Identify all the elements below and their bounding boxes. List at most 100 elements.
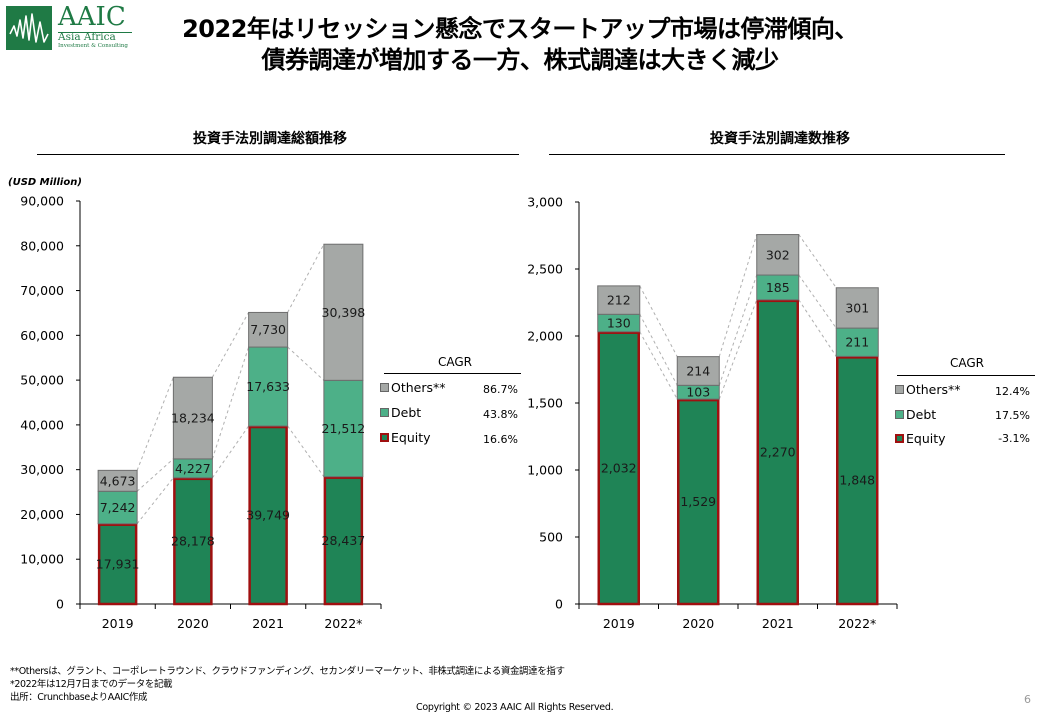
bar-others-2020 <box>172 376 213 460</box>
legend-header: CAGR <box>949 356 984 370</box>
bar-debt-2021 <box>756 274 800 301</box>
bar-equity-2021 <box>756 299 799 606</box>
data-label-debt: 103 <box>686 385 710 400</box>
page-title-line-1: 2022年はリセッション懸念でスタートアップ市場は停滞傾向、 <box>182 15 858 43</box>
connector-line-others <box>639 285 678 357</box>
bar-others-2021 <box>756 234 800 276</box>
bar-equity-2020 <box>677 398 720 606</box>
data-label-others: 18,234 <box>171 411 215 426</box>
legend-cagr-debt: 17.5% <box>995 409 1030 422</box>
y-tick-label: 70,000 <box>20 283 64 298</box>
data-label-others: 4,673 <box>100 473 136 488</box>
y-tick-label: 80,000 <box>20 238 64 253</box>
data-label-others: 302 <box>766 247 790 262</box>
bar-equity-2021 <box>248 425 288 606</box>
x-tick-label: 2022* <box>838 616 876 631</box>
connector-line-debt <box>639 314 678 386</box>
data-label-equity: 2,270 <box>760 444 796 459</box>
logo-mark-icon <box>6 6 52 50</box>
logo-subtitle-small: Investment & Consulting <box>58 43 128 49</box>
bar-others-2020 <box>676 356 720 386</box>
y-tick-label: 40,000 <box>20 417 64 432</box>
footnote-others-definition: **Othersは、グラント、コーポレートラウンド、クラウドファンディング、セカ… <box>10 666 565 677</box>
chart-title-deal-count: 投資手法別調達数推移 <box>710 131 850 147</box>
data-label-equity: 1,848 <box>839 473 875 488</box>
legend-cagr-equity: 16.6% <box>483 433 518 446</box>
data-label-equity: 39,749 <box>246 508 290 523</box>
legend-item-debt: Debt <box>895 407 936 422</box>
bar-debt-2021 <box>248 346 289 427</box>
legend-cagr-others: 12.4% <box>995 385 1030 398</box>
data-label-others: 301 <box>845 300 869 315</box>
legend-rule <box>384 373 521 374</box>
connector-line-equity <box>287 425 325 477</box>
data-label-debt: 130 <box>607 316 631 331</box>
legend-swatch-debt-icon <box>380 408 389 417</box>
x-tick-label: 2019 <box>102 616 134 631</box>
y-tick-label: 1,000 <box>527 463 563 478</box>
bar-others-2019 <box>97 469 138 492</box>
page-title: 2022年はリセッション懸念でスタートアップ市場は停滞傾向、 債券調達が増加する… <box>130 14 910 76</box>
bar-debt-2022 <box>323 379 364 478</box>
connector-line-debt <box>287 346 325 381</box>
bar-equity-2020 <box>173 477 213 606</box>
legend-label: Equity <box>391 430 431 445</box>
data-label-debt: 185 <box>766 280 790 295</box>
connector-line-others <box>211 312 250 378</box>
x-tick-label: 2021 <box>762 616 794 631</box>
legend-item-others: Others** <box>895 382 961 397</box>
legend-swatch-equity-icon <box>380 433 389 442</box>
data-label-others: 214 <box>686 363 710 378</box>
bar-others-2022 <box>323 243 364 381</box>
connector-line-debt <box>211 346 250 460</box>
footnote-data-cutoff: *2022年は12月7日までのデータを記載 <box>10 679 173 690</box>
data-label-equity: 28,437 <box>322 533 366 548</box>
data-label-equity: 28,178 <box>171 533 215 548</box>
footnote-source: 出所：CrunchbaseよりAAIC作成 <box>10 692 148 703</box>
legend-label: Debt <box>391 405 422 420</box>
connector-line-equity <box>136 477 174 525</box>
bar-equity-2019 <box>97 523 138 606</box>
bar-others-2021 <box>248 311 289 348</box>
legend-label: Others** <box>906 382 961 397</box>
y-tick-label: 30,000 <box>20 462 64 477</box>
connector-line-others <box>287 243 325 313</box>
bar-equity-2019 <box>597 331 640 606</box>
legend-swatch-equity-icon <box>895 434 904 443</box>
legend-item-others: Others** <box>380 380 446 395</box>
y-tick-label: 500 <box>539 530 563 545</box>
x-tick-label: 2020 <box>682 616 714 631</box>
y-tick-label: 20,000 <box>20 507 64 522</box>
logo-name: AAIC <box>58 2 126 32</box>
connector-line-equity <box>798 299 837 357</box>
y-tick-label: 1,500 <box>527 396 563 411</box>
connector-line-debt <box>718 274 758 386</box>
bar-others-2019 <box>597 285 641 315</box>
connector-line-others <box>798 234 837 289</box>
data-label-others: 30,398 <box>322 305 366 320</box>
y-tick-label: 0 <box>555 597 563 612</box>
legend-item-equity: Equity <box>380 430 431 445</box>
data-label-debt: 7,242 <box>100 500 136 515</box>
y-tick-label: 50,000 <box>20 373 64 388</box>
company-logo: AAIC Asia Africa Investment & Consulting <box>6 2 132 50</box>
legend-item-debt: Debt <box>380 405 421 420</box>
legend-cagr-debt: 43.8% <box>483 408 518 421</box>
logo-subtitle: Asia Africa <box>58 31 116 43</box>
connector-line-equity <box>639 331 678 400</box>
legend-rule <box>897 375 1035 376</box>
legend-cagr-equity: -3.1% <box>998 432 1030 445</box>
x-tick-label: 2021 <box>252 616 284 631</box>
legend-swatch-others-icon <box>895 385 904 394</box>
data-label-others: 7,730 <box>250 322 286 337</box>
x-tick-label: 2022* <box>324 616 362 631</box>
x-tick-label: 2019 <box>603 616 635 631</box>
data-label-equity: 1,529 <box>680 494 716 509</box>
logo-divider <box>58 32 132 33</box>
connector-line-equity <box>211 425 250 479</box>
y-tick-label: 3,000 <box>527 195 563 210</box>
connector-line-others <box>718 234 758 357</box>
y-axis-unit-label: (USD Million) <box>8 177 82 188</box>
page-number: 6 <box>1024 693 1031 706</box>
